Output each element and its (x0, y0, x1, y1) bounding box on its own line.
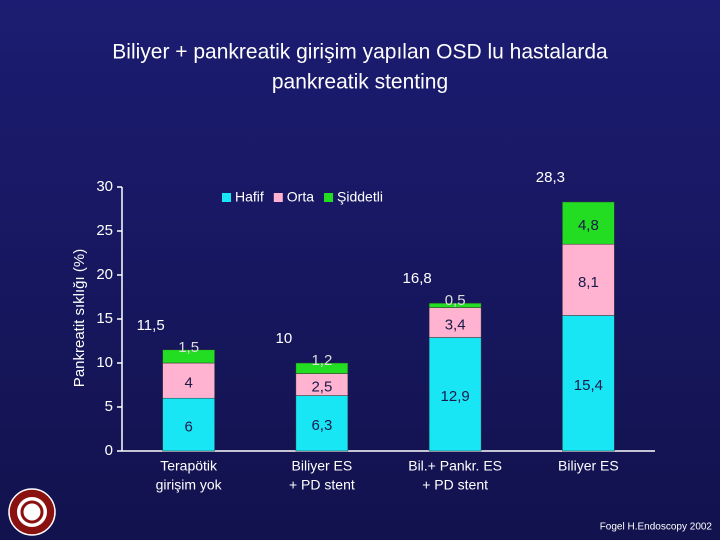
legend-label: Şiddetli (337, 189, 383, 205)
value-label: 3,4 (445, 316, 466, 333)
title-line: Biliyer + pankreatik girişim yapılan OSD… (112, 41, 608, 64)
bar-segment (428, 337, 482, 452)
y-tick-label: 0 (105, 442, 113, 459)
y-tick-label: 20 (96, 266, 113, 283)
x-tick-label: + PD stent (422, 477, 488, 493)
value-label: 2,5 (311, 379, 332, 396)
value-label: 15,4 (574, 377, 603, 394)
y-tick-label: 10 (96, 354, 113, 371)
y-tick-label: 25 (96, 222, 113, 239)
bar-segment (562, 201, 615, 245)
value-label: 1,5 (178, 339, 199, 356)
y-tick-label: 5 (105, 398, 113, 415)
legend-swatch (273, 193, 283, 202)
x-tick-label: + PD stent (289, 477, 355, 493)
total-label: 10 (276, 330, 293, 347)
bar-segment (428, 302, 482, 308)
total-label: 11,5 (137, 317, 165, 334)
logo (8, 488, 56, 536)
x-tick-label: Terapötik (160, 458, 218, 474)
value-label: 6 (184, 419, 192, 436)
legend-swatch (324, 193, 334, 202)
legend-label: Orta (287, 189, 314, 205)
bar-segment (162, 349, 215, 364)
x-tick-label: Biliyer ES (558, 458, 619, 474)
total-label: 28,3 (536, 169, 565, 186)
value-label: 1,2 (311, 352, 332, 369)
title-line: pankreatik stenting (272, 71, 448, 94)
value-label: 0,5 (445, 292, 466, 309)
x-tick-label: Biliyer ES (292, 458, 353, 474)
value-label: 12,9 (441, 388, 470, 405)
bar-segment (562, 243, 615, 316)
y-tick-label: 15 (96, 310, 113, 327)
legend-label: Hafif (235, 189, 264, 205)
value-label: 8,1 (578, 274, 599, 291)
value-label: 4 (184, 375, 192, 392)
total-label: 16,8 (403, 270, 432, 287)
x-tick-label: Bil.+ Pankr. ES (408, 458, 502, 474)
y-tick-label: 30 (96, 178, 113, 195)
bar-segment (295, 362, 349, 374)
value-label: 6,3 (311, 417, 332, 434)
source: Fogel H.Endoscopy 2002 (600, 522, 713, 533)
bar-segment (562, 315, 615, 452)
y-axis-label: Pankreatit sıklığı (%) (71, 249, 88, 387)
legend-swatch (222, 193, 231, 202)
value-label: 4,8 (578, 217, 599, 234)
x-tick-label: girişim yok (156, 477, 223, 493)
bar-segment (295, 395, 349, 452)
